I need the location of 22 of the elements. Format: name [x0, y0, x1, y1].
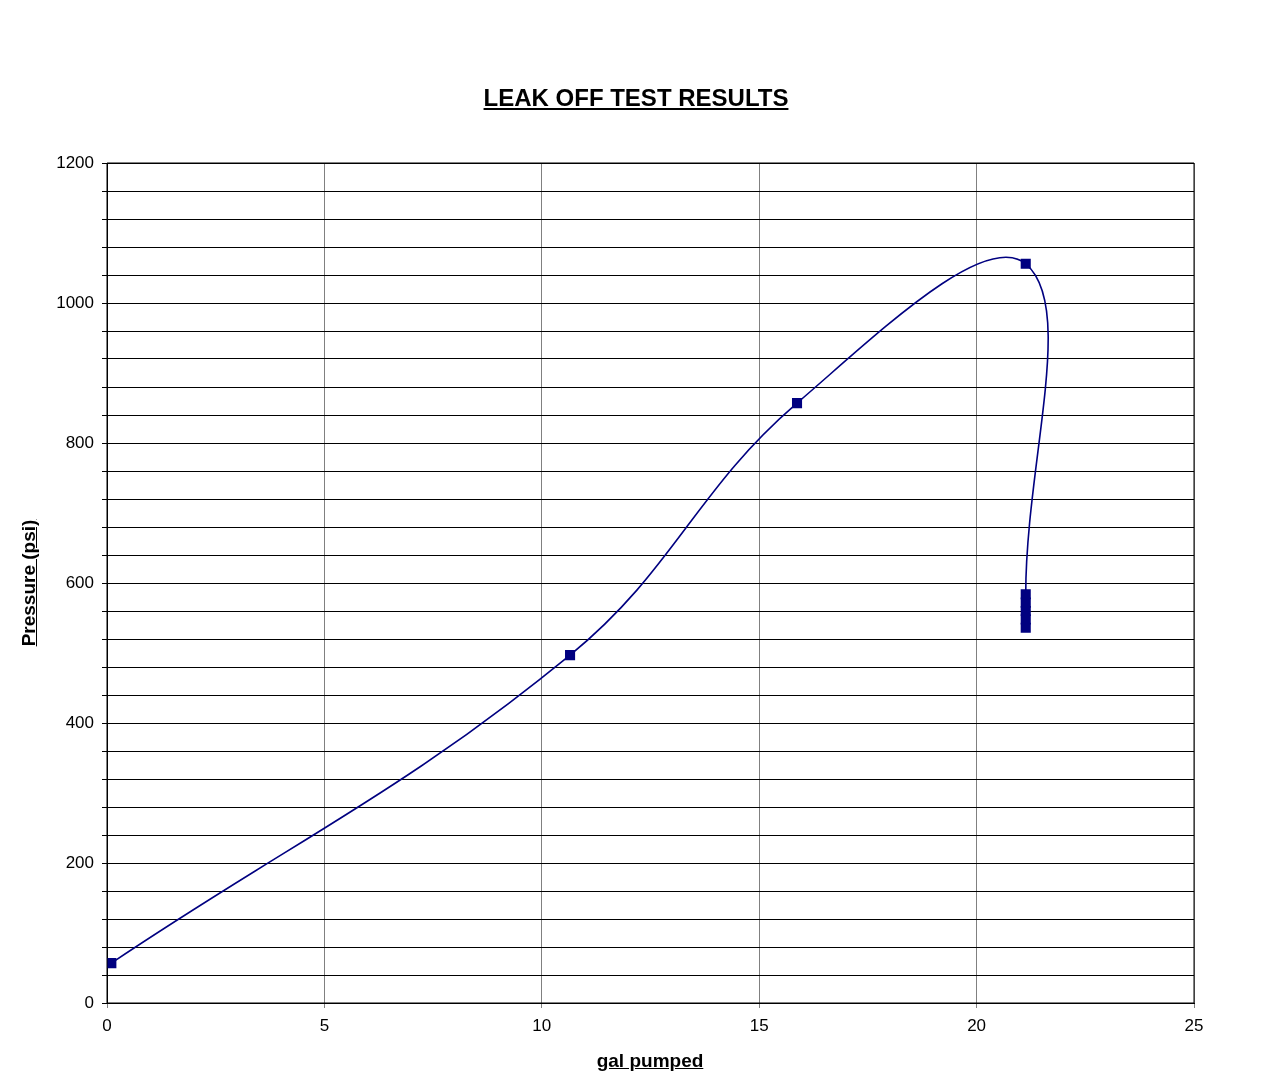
- point: [1020, 614, 1031, 625]
- point: [1020, 622, 1031, 633]
- x-tick-label: 25: [1184, 1015, 1204, 1035]
- y-tick-label: 200: [65, 852, 94, 872]
- x-tick-label: 20: [967, 1015, 987, 1035]
- y-tick-label: 1200: [56, 152, 94, 172]
- point: [791, 398, 803, 409]
- y-tick-label: 800: [65, 432, 94, 452]
- y-tick-label: 0: [84, 992, 94, 1012]
- y-tick-label: 600: [65, 572, 94, 592]
- y-tick-label: 400: [65, 712, 94, 732]
- x-tick-label: 10: [532, 1015, 552, 1035]
- x-tick-label: 0: [102, 1015, 112, 1035]
- y-axis-title: Pressure (psi): [18, 519, 40, 647]
- x-tick-label: 5: [319, 1015, 330, 1035]
- point: [565, 650, 576, 661]
- chart-title: LEAK OFF TEST RESULTS: [482, 84, 790, 112]
- point: [1020, 258, 1031, 269]
- point: [1020, 589, 1031, 600]
- x-tick-label: 15: [749, 1015, 769, 1035]
- y-tick-label: 1000: [56, 292, 94, 312]
- x-axis-title: gal pumped: [595, 1050, 705, 1072]
